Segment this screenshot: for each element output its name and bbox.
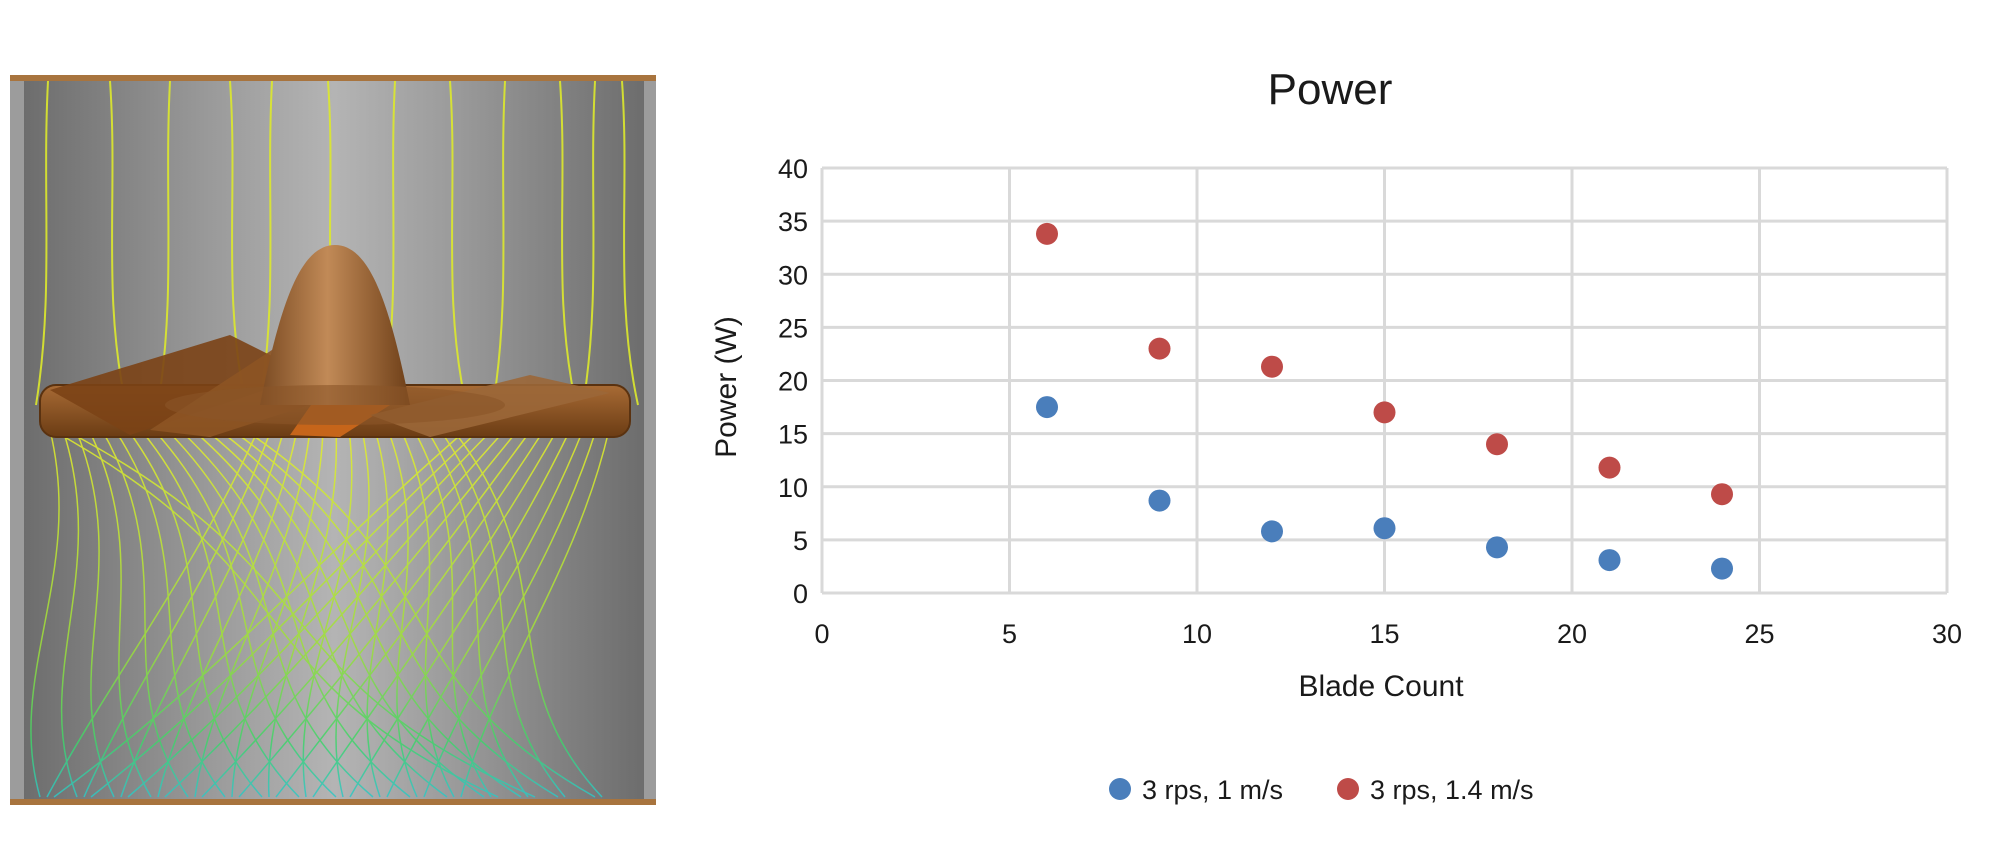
streamline xyxy=(179,429,411,798)
streamline xyxy=(218,429,522,798)
streamline xyxy=(46,429,259,798)
y-tick-label: 35 xyxy=(778,207,808,237)
streamline xyxy=(302,429,353,798)
streamline xyxy=(335,429,370,798)
streamline xyxy=(153,429,337,798)
streamline xyxy=(120,429,285,798)
streamline xyxy=(386,429,584,798)
streamline xyxy=(140,429,300,798)
streamline xyxy=(75,429,115,798)
gridlines xyxy=(820,166,1949,595)
streamline xyxy=(559,80,577,406)
data-point-series-2 xyxy=(1373,401,1396,424)
data-points xyxy=(1036,222,1733,580)
data-point-series-1 xyxy=(1598,549,1621,572)
streamline xyxy=(51,429,499,798)
streamline xyxy=(30,429,60,798)
x-tick-labels: 0 5 10 15 20 25 30 xyxy=(814,619,1962,649)
x-tick-label: 0 xyxy=(814,619,829,649)
data-point-series-2 xyxy=(1036,222,1058,245)
y-tick-label: 5 xyxy=(793,526,808,556)
streamline xyxy=(194,429,311,798)
y-axis-label: Power (W) xyxy=(710,316,743,458)
legend-marker xyxy=(1337,778,1359,800)
streamline xyxy=(90,429,480,798)
legend: 3 rps, 1 m/s 3 rps, 1.4 m/s xyxy=(1109,775,1534,805)
data-point-series-1 xyxy=(1486,536,1508,559)
streamline xyxy=(238,429,532,798)
x-tick-label: 5 xyxy=(1002,619,1017,649)
x-tick-label: 25 xyxy=(1744,619,1774,649)
y-tick-label: 0 xyxy=(793,579,808,609)
y-tick-label: 30 xyxy=(778,260,808,290)
y-tick-labels: 0 5 10 15 20 25 30 35 40 xyxy=(778,154,808,609)
data-point-series-2 xyxy=(1148,337,1171,360)
streamline xyxy=(88,429,152,798)
streamline xyxy=(164,429,506,798)
streamline xyxy=(349,429,571,798)
data-point-series-1 xyxy=(1711,557,1733,580)
data-point-series-1 xyxy=(1036,396,1058,419)
data-point-series-2 xyxy=(1598,456,1621,479)
turbine-flow-simulation-image xyxy=(10,75,656,805)
streamline xyxy=(127,429,493,798)
y-tick-label: 10 xyxy=(778,473,808,503)
data-point-series-2 xyxy=(1711,483,1733,506)
streamline xyxy=(231,429,324,798)
streamline xyxy=(267,429,338,798)
x-tick-label: 30 xyxy=(1932,619,1962,649)
data-point-series-2 xyxy=(1261,355,1283,378)
streamline xyxy=(366,429,389,798)
power-scatter-chart: Power 0 5 10 15 20 25 30 35 40 0 5 10 15 20 25 30 Powe… xyxy=(710,65,1962,805)
streamline xyxy=(64,429,536,798)
streamline xyxy=(312,429,558,798)
streamline xyxy=(449,80,467,406)
x-tick-label: 10 xyxy=(1182,619,1212,649)
legend-label: 3 rps, 1.4 m/s xyxy=(1370,775,1534,805)
streamline xyxy=(452,429,603,798)
x-tick-label: 15 xyxy=(1369,619,1399,649)
streamline xyxy=(621,80,639,406)
streamline xyxy=(114,429,226,798)
streamline xyxy=(101,429,189,798)
streamline xyxy=(439,429,566,798)
streamline xyxy=(53,429,467,798)
streamline xyxy=(231,429,559,798)
x-tick-label: 20 xyxy=(1557,619,1587,649)
streamline xyxy=(192,429,448,798)
legend-label: 3 rps, 1 m/s xyxy=(1142,775,1283,805)
chart-title: Power xyxy=(1268,65,1393,114)
y-tick-label: 15 xyxy=(778,420,808,450)
streamline xyxy=(275,429,545,798)
streamline xyxy=(244,429,596,798)
y-tick-label: 25 xyxy=(778,313,808,343)
streamline xyxy=(423,429,597,798)
streamline xyxy=(492,80,506,406)
y-tick-label: 40 xyxy=(778,154,808,184)
streamline xyxy=(201,429,519,798)
streamline xyxy=(35,80,49,406)
data-point-series-2 xyxy=(1486,433,1508,456)
streamline xyxy=(460,429,610,798)
data-point-series-1 xyxy=(1373,517,1396,540)
data-point-series-1 xyxy=(1148,489,1171,512)
streamline xyxy=(127,429,263,798)
streamline xyxy=(83,429,272,798)
streamline xyxy=(166,429,374,798)
streamline xyxy=(582,80,596,406)
streamline xyxy=(60,429,80,798)
y-tick-label: 20 xyxy=(778,367,808,397)
streamline xyxy=(205,429,485,798)
streamline xyxy=(109,80,127,406)
data-point-series-1 xyxy=(1261,520,1283,543)
streamline xyxy=(157,429,298,798)
x-axis-label: Blade Count xyxy=(1298,670,1464,703)
legend-marker xyxy=(1109,778,1131,800)
